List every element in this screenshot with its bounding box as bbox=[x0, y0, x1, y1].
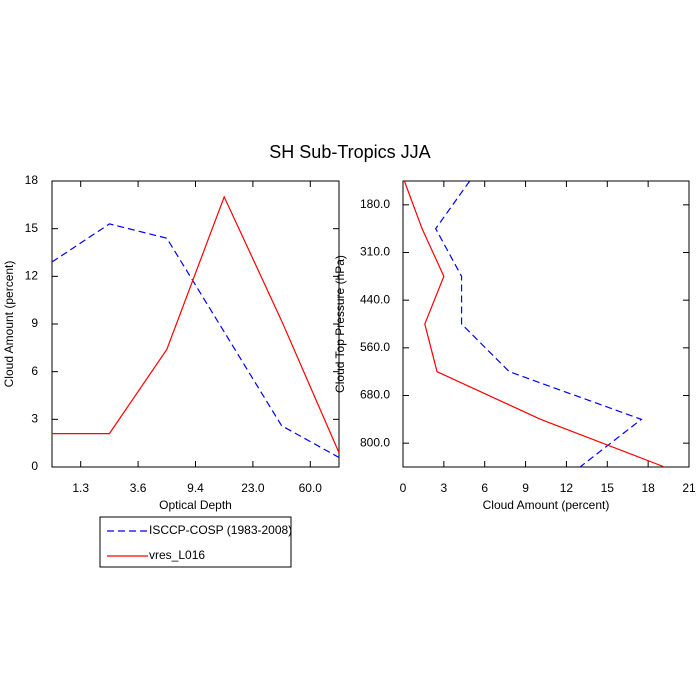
x-tick-label: 21 bbox=[682, 481, 696, 495]
x-axis-label: Optical Depth bbox=[159, 498, 232, 512]
y-axis-label: Cloud Top Pressure (hPa) bbox=[333, 255, 347, 393]
x-tick-label: 6 bbox=[481, 481, 488, 495]
x-tick-label: 3 bbox=[441, 481, 448, 495]
x-tick-label: 0 bbox=[400, 481, 407, 495]
y-tick-label: 12 bbox=[25, 269, 39, 283]
x-tick-label: 15 bbox=[601, 481, 615, 495]
plot-frame bbox=[402, 180, 690, 468]
x-tick-label: 3.6 bbox=[130, 481, 147, 495]
y-tick-label: 180.0 bbox=[360, 197, 390, 211]
y-tick-label: 310.0 bbox=[360, 245, 390, 259]
y-tick-label: 6 bbox=[31, 364, 38, 378]
x-tick-label: 60.0 bbox=[299, 481, 323, 495]
chart-title: SH Sub-Tropics JJA bbox=[269, 142, 430, 162]
y-tick-label: 0 bbox=[31, 459, 38, 473]
y-tick-label: 18 bbox=[25, 173, 39, 187]
y-tick-label: 15 bbox=[25, 221, 39, 235]
legend-box bbox=[99, 516, 292, 568]
series-line bbox=[51, 223, 340, 458]
x-tick-label: 9.4 bbox=[187, 481, 204, 495]
y-tick-label: 800.0 bbox=[360, 435, 390, 449]
x-tick-label: 18 bbox=[641, 481, 655, 495]
legend-label: vres_L016 bbox=[149, 548, 205, 562]
y-tick-label: 9 bbox=[31, 316, 38, 330]
x-tick-label: 1.3 bbox=[72, 481, 89, 495]
y-tick-label: 440.0 bbox=[360, 292, 390, 306]
y-tick-label: 560.0 bbox=[360, 340, 390, 354]
x-axis-label: Cloud Amount (percent) bbox=[483, 498, 610, 512]
series-line bbox=[434, 180, 643, 468]
series-line bbox=[52, 195, 340, 453]
legend-label: ISCCP-COSP (1983-2008) bbox=[149, 523, 292, 537]
x-tick-label: 23.0 bbox=[241, 481, 265, 495]
series-line bbox=[403, 180, 665, 468]
y-axis-label: Cloud Amount (percent) bbox=[2, 261, 16, 388]
y-tick-label: 3 bbox=[31, 412, 38, 426]
x-tick-label: 9 bbox=[522, 481, 529, 495]
x-tick-label: 12 bbox=[560, 481, 574, 495]
y-tick-label: 680.0 bbox=[360, 388, 390, 402]
